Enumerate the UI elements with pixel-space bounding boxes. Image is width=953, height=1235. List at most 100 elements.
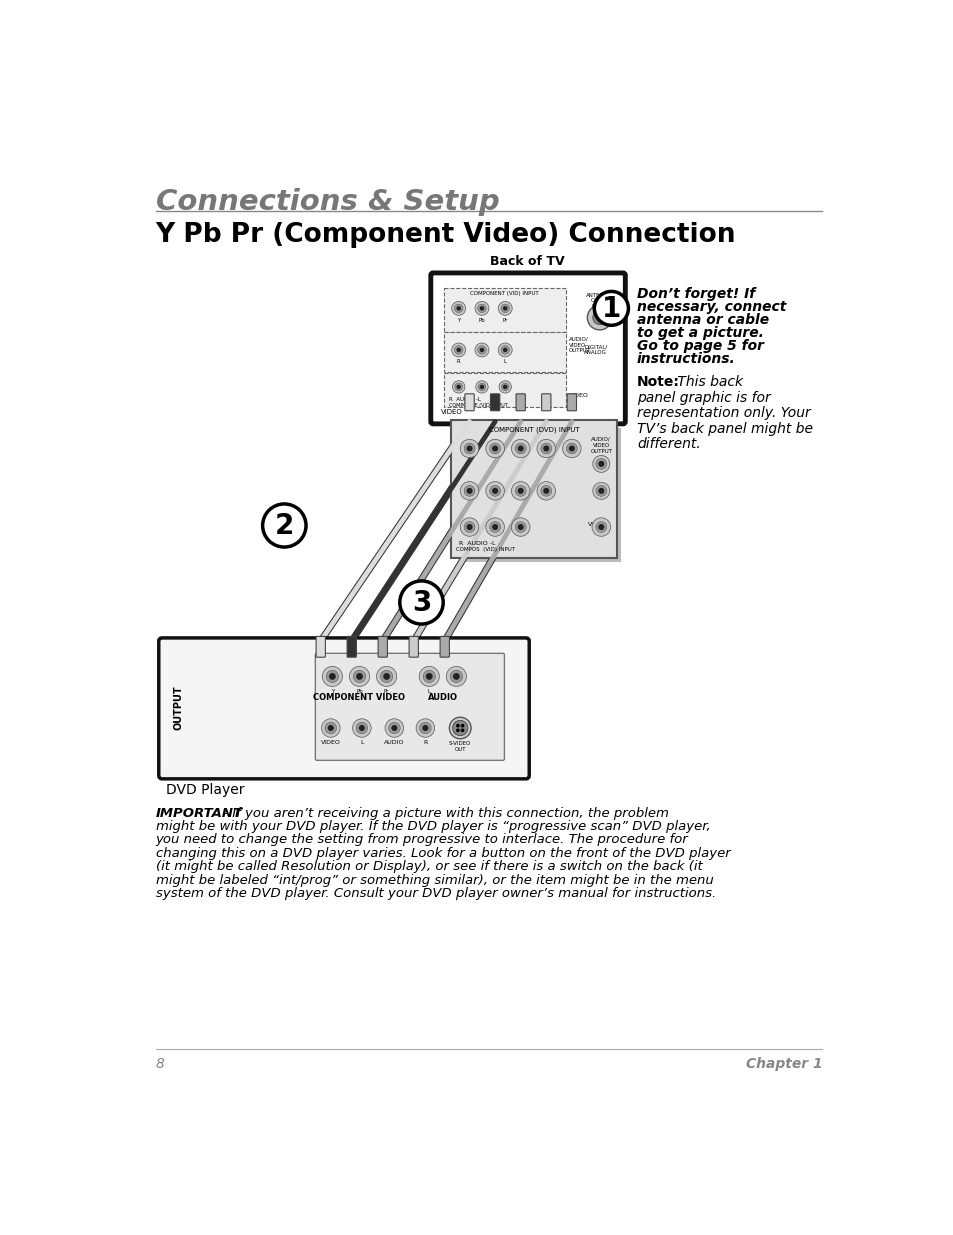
Circle shape bbox=[476, 380, 488, 393]
Text: (it might be called Resolution or Display), or see if there is a switch on the b: (it might be called Resolution or Displa… bbox=[155, 861, 701, 873]
FancyBboxPatch shape bbox=[443, 332, 565, 372]
Text: Pr: Pr bbox=[502, 317, 507, 322]
Circle shape bbox=[485, 517, 504, 536]
Text: Y: Y bbox=[331, 689, 334, 694]
Circle shape bbox=[475, 343, 488, 357]
Text: different.: different. bbox=[637, 437, 700, 451]
Text: to get a picture.: to get a picture. bbox=[637, 326, 763, 340]
Circle shape bbox=[388, 722, 399, 734]
Circle shape bbox=[497, 343, 512, 357]
Text: panel graphic is for: panel graphic is for bbox=[637, 390, 770, 405]
Circle shape bbox=[455, 383, 462, 390]
FancyBboxPatch shape bbox=[439, 636, 449, 657]
Text: Pb: Pb bbox=[478, 317, 485, 322]
FancyBboxPatch shape bbox=[347, 636, 356, 657]
FancyBboxPatch shape bbox=[567, 394, 576, 411]
Text: COMPONENT (VID) INPUT: COMPONENT (VID) INPUT bbox=[470, 291, 538, 296]
Circle shape bbox=[562, 440, 580, 458]
Text: representation only. Your: representation only. Your bbox=[637, 406, 810, 420]
Text: DVD Player: DVD Player bbox=[166, 783, 244, 798]
Circle shape bbox=[503, 385, 506, 389]
Text: L: L bbox=[359, 740, 363, 745]
Circle shape bbox=[356, 674, 362, 679]
Text: L: L bbox=[427, 689, 431, 694]
Circle shape bbox=[517, 446, 522, 451]
Circle shape bbox=[459, 517, 478, 536]
Circle shape bbox=[328, 726, 333, 730]
Text: L: L bbox=[503, 359, 506, 364]
Text: COMPONENT (DVD) INPUT: COMPONENT (DVD) INPUT bbox=[488, 427, 578, 433]
Text: AUDIO/
VIDEO
OUTPUT: AUDIO/ VIDEO OUTPUT bbox=[590, 437, 612, 453]
Text: AUDIO: AUDIO bbox=[428, 693, 457, 703]
Circle shape bbox=[587, 305, 612, 330]
FancyBboxPatch shape bbox=[516, 394, 525, 411]
Circle shape bbox=[540, 485, 551, 496]
Circle shape bbox=[454, 304, 462, 312]
Text: COMPONENT VIDEO: COMPONENT VIDEO bbox=[314, 693, 405, 703]
Circle shape bbox=[464, 521, 475, 532]
FancyBboxPatch shape bbox=[541, 394, 550, 411]
Circle shape bbox=[464, 485, 475, 496]
Text: Chapter 1: Chapter 1 bbox=[744, 1057, 821, 1071]
Circle shape bbox=[454, 674, 458, 679]
Circle shape bbox=[380, 671, 393, 683]
Text: ANTENNA/
CABLE
INPUT: ANTENNA/ CABLE INPUT bbox=[585, 293, 614, 309]
Text: Back of TV: Back of TV bbox=[490, 254, 564, 268]
Circle shape bbox=[598, 525, 603, 530]
Circle shape bbox=[383, 674, 389, 679]
FancyBboxPatch shape bbox=[158, 638, 529, 779]
Circle shape bbox=[493, 489, 497, 493]
FancyBboxPatch shape bbox=[443, 288, 565, 332]
Circle shape bbox=[452, 720, 468, 736]
Text: 3: 3 bbox=[412, 589, 431, 618]
Circle shape bbox=[511, 517, 530, 536]
Circle shape bbox=[485, 440, 504, 458]
Text: Y: Y bbox=[456, 317, 460, 322]
Circle shape bbox=[477, 383, 485, 390]
Circle shape bbox=[446, 667, 466, 687]
Circle shape bbox=[325, 722, 336, 734]
Circle shape bbox=[419, 722, 431, 734]
Circle shape bbox=[452, 301, 465, 315]
Text: COMPOS  (VID) INPUT: COMPOS (VID) INPUT bbox=[456, 547, 515, 552]
Circle shape bbox=[598, 462, 603, 466]
Circle shape bbox=[475, 301, 488, 315]
Circle shape bbox=[477, 304, 486, 312]
Circle shape bbox=[592, 483, 609, 499]
Text: This back: This back bbox=[672, 375, 741, 389]
Circle shape bbox=[485, 482, 504, 500]
Text: VIDEO: VIDEO bbox=[440, 409, 462, 415]
Text: VIDEO: VIDEO bbox=[587, 522, 607, 527]
Circle shape bbox=[511, 440, 530, 458]
Circle shape bbox=[349, 667, 369, 687]
Text: Go to page 5 for: Go to page 5 for bbox=[637, 340, 763, 353]
Circle shape bbox=[422, 671, 435, 683]
Circle shape bbox=[597, 315, 601, 320]
Circle shape bbox=[480, 348, 483, 352]
Circle shape bbox=[515, 443, 525, 454]
Circle shape bbox=[399, 580, 443, 624]
Circle shape bbox=[511, 482, 530, 500]
Circle shape bbox=[456, 725, 458, 727]
Text: R: R bbox=[423, 740, 427, 745]
Text: S-VIDEO
OUT: S-VIDEO OUT bbox=[449, 741, 471, 752]
FancyBboxPatch shape bbox=[409, 636, 418, 657]
Circle shape bbox=[515, 485, 525, 496]
Circle shape bbox=[517, 525, 522, 530]
Text: necessary, connect: necessary, connect bbox=[637, 300, 785, 314]
Text: 1: 1 bbox=[601, 295, 620, 324]
Text: Note:: Note: bbox=[637, 375, 679, 389]
FancyBboxPatch shape bbox=[431, 273, 624, 424]
Circle shape bbox=[456, 729, 458, 731]
Circle shape bbox=[489, 443, 500, 454]
Text: R: R bbox=[456, 359, 460, 364]
Circle shape bbox=[503, 348, 506, 352]
Text: AUDIO: AUDIO bbox=[384, 740, 404, 745]
Text: instructions.: instructions. bbox=[637, 352, 735, 367]
Circle shape bbox=[594, 291, 628, 325]
Text: 8: 8 bbox=[155, 1057, 164, 1071]
Circle shape bbox=[322, 667, 342, 687]
Text: AUDIO/
VIDEO
OUTPUT: AUDIO/ VIDEO OUTPUT bbox=[568, 337, 590, 353]
Circle shape bbox=[537, 440, 555, 458]
Text: antenna or cable: antenna or cable bbox=[637, 312, 768, 327]
